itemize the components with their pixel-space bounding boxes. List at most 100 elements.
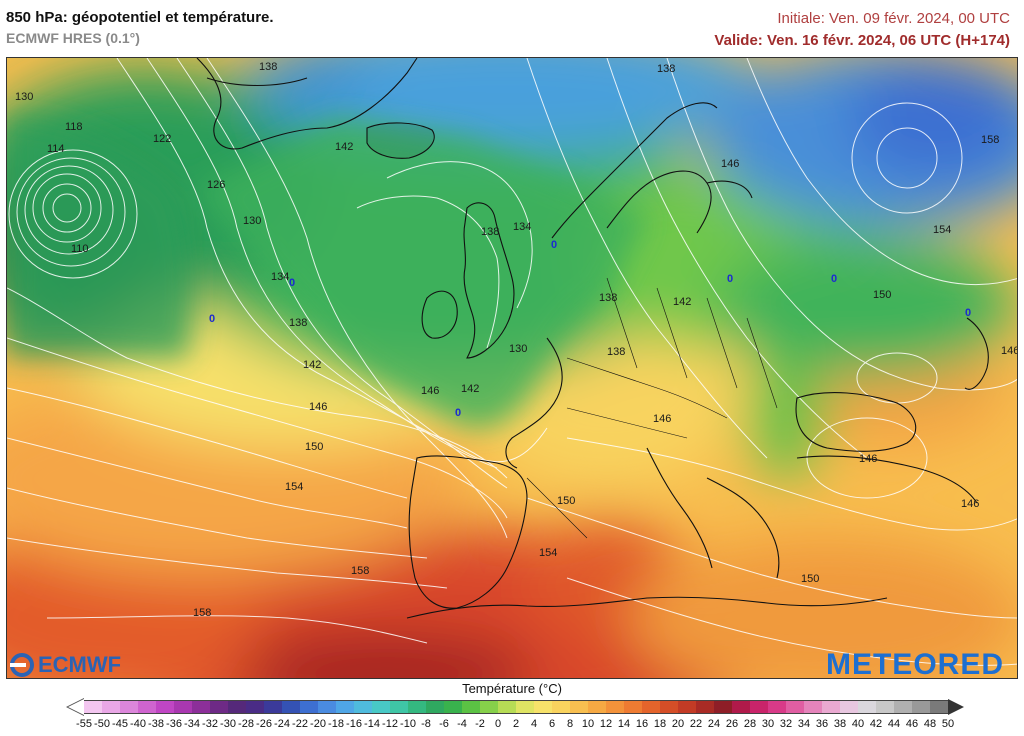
legend-swatch (660, 701, 678, 713)
contour-label: 158 (981, 134, 999, 146)
legend-swatch (300, 701, 318, 713)
legend-swatch (426, 701, 444, 713)
contour-label: 146 (653, 413, 671, 425)
legend-swatch (894, 701, 912, 713)
contour-label: 146 (421, 385, 439, 397)
legend-swatch (606, 701, 624, 713)
legend-swatch (498, 701, 516, 713)
legend-tick-label: 0 (494, 718, 502, 730)
legend-swatch (570, 701, 588, 713)
legend-tick-label: -34 (184, 718, 200, 730)
contour-label: 142 (303, 359, 321, 371)
legend-tick-label: -50 (94, 718, 110, 730)
zero-isotherm-label: 0 (209, 313, 215, 325)
contour-label: 154 (539, 547, 557, 559)
legend-swatch (912, 701, 930, 713)
legend-arrow-left (68, 699, 84, 715)
contour-label: 118 (65, 121, 83, 133)
contour-label: 150 (873, 289, 891, 301)
legend-swatch (534, 701, 552, 713)
legend-swatch (876, 701, 894, 713)
legend-swatch (120, 701, 138, 713)
contour-label: 130 (509, 343, 527, 355)
legend-tick-label: 34 (797, 718, 811, 730)
contour-label: 138 (259, 61, 277, 73)
contour-label: 154 (285, 481, 303, 493)
legend-swatch (624, 701, 642, 713)
contour-label: 146 (961, 498, 979, 510)
legend-tick-label: 22 (689, 718, 703, 730)
legend-tick-label: 12 (599, 718, 613, 730)
legend-tick-label: -38 (148, 718, 164, 730)
contour-label: 138 (289, 317, 307, 329)
legend-tick-label: -10 (400, 718, 416, 730)
map-canvas: 138 130 118 114 122 110 126 130 134 138 … (7, 58, 1018, 678)
legend-swatch (678, 701, 696, 713)
legend-tick-label: -8 (421, 718, 431, 730)
legend-swatch (138, 701, 156, 713)
contour-label: 158 (193, 607, 211, 619)
legend-tick-label: 36 (815, 718, 829, 730)
legend-swatch (552, 701, 570, 713)
legend-tick-label: -2 (475, 718, 485, 730)
legend-tick-label: -12 (382, 718, 398, 730)
legend-tick-label: 32 (779, 718, 793, 730)
legend-tick-label: 44 (887, 718, 901, 730)
legend-tick-label: 8 (566, 718, 574, 730)
legend-swatch (372, 701, 390, 713)
legend-ticks: -55 -50 -45 -40 -38 -36 -34 -32 -30 -28 -26 -24 -22-… (74, 718, 964, 732)
init-time: Initiale: Ven. 09 févr. 2024, 00 UTC (777, 10, 1010, 27)
legend-swatch (156, 701, 174, 713)
legend-swatch (768, 701, 786, 713)
contour-label: 142 (335, 141, 353, 153)
contour-labels: 138 130 118 114 122 110 126 130 134 138 … (15, 61, 1018, 619)
legend-swatch (174, 701, 192, 713)
legend-tick-label: -16 (346, 718, 362, 730)
legend-tick-label: 28 (743, 718, 757, 730)
legend-swatch (210, 701, 228, 713)
legend-swatch (192, 701, 210, 713)
legend-tick-label: 14 (617, 718, 631, 730)
legend-swatch (228, 701, 246, 713)
contour-label: 110 (71, 243, 89, 255)
legend-tick-label: -26 (256, 718, 272, 730)
legend-swatch (696, 701, 714, 713)
meteored-logo: METEORED (825, 648, 1004, 681)
contour-label: 130 (15, 91, 33, 103)
legend-swatch (840, 701, 858, 713)
legend-swatch (318, 701, 336, 713)
legend-swatch (408, 701, 426, 713)
contour-label: 146 (859, 453, 877, 465)
legend-tick-label: -4 (457, 718, 467, 730)
legend-tick-label: 48 (923, 718, 937, 730)
legend-swatch (444, 701, 462, 713)
header-right: Initiale: Ven. 09 févr. 2024, 00 UTC Val… (714, 8, 1010, 52)
contour-label: 138 (657, 63, 675, 75)
zero-isotherm-label: 0 (551, 239, 557, 251)
contour-label: 150 (557, 495, 575, 507)
legend-swatch (822, 701, 840, 713)
contour-label: 150 (305, 441, 323, 453)
legend-title: Température (°C) (462, 681, 562, 696)
legend-tick-label: -36 (166, 718, 182, 730)
legend-swatch (804, 701, 822, 713)
contour-label: 146 (721, 158, 739, 170)
legend-tick-label: -45 (112, 718, 128, 730)
contour-label: 154 (933, 224, 951, 236)
legend-swatch (462, 701, 480, 713)
legend-tick-label: 10 (581, 718, 595, 730)
legend-swatch (102, 701, 120, 713)
contour-label: 150 (801, 573, 819, 585)
legend-tick-label: -14 (364, 718, 380, 730)
legend-color-bar (84, 700, 948, 714)
legend-tick-label: 18 (653, 718, 667, 730)
legend-swatch (354, 701, 372, 713)
legend-tick-label: -30 (220, 718, 236, 730)
contour-label: 146 (1001, 345, 1018, 357)
legend-swatch (930, 701, 948, 713)
ecmwf-logo-icon (10, 653, 34, 677)
contour-label: 138 (599, 292, 617, 304)
weather-map[interactable]: 138 130 118 114 122 110 126 130 134 138 … (6, 57, 1018, 679)
ecmwf-logo-text: ECMWF (38, 652, 122, 677)
legend-swatch (246, 701, 264, 713)
